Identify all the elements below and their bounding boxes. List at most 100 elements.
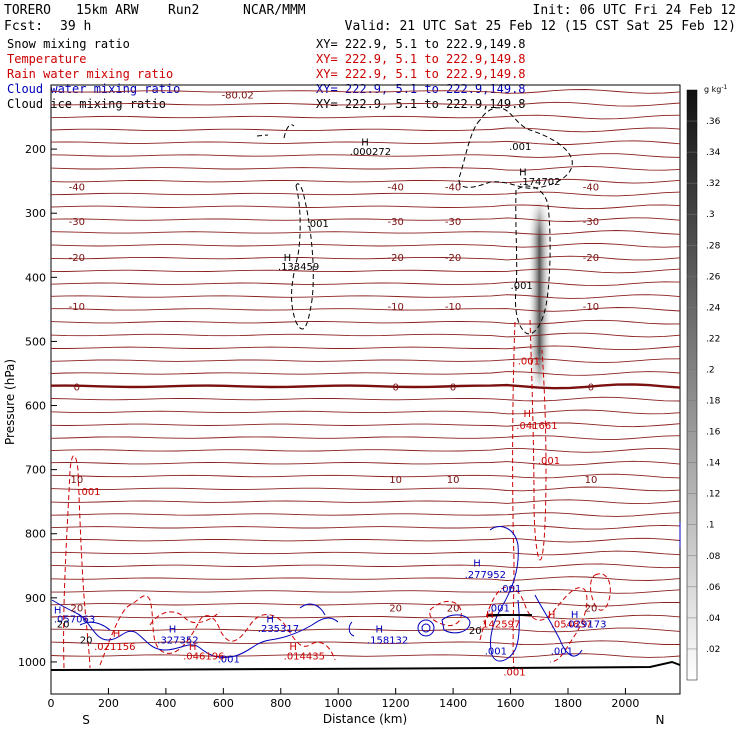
- isotherm-line: [50, 653, 681, 658]
- contour-annotation: .001: [218, 655, 240, 666]
- isotherm-label: -30: [445, 217, 461, 228]
- contour-annotation: H: [548, 610, 556, 621]
- contour-annotation: H: [54, 605, 62, 616]
- colorbar-tick-label: .24: [706, 303, 721, 313]
- contour-annotation: .327352: [157, 636, 198, 647]
- isotherm-line: [50, 640, 680, 646]
- header-init: Init: 06 UTC Fri 24 Feb 12: [533, 3, 737, 18]
- contour-annotation: H: [361, 137, 369, 148]
- isotherm-label: -80.02: [222, 91, 254, 102]
- cloud-water-lower-2: [79, 603, 326, 631]
- colorbar-tick-label: .2: [706, 365, 715, 375]
- y-tick-label: 200: [25, 143, 46, 156]
- x-axis-north-label: N: [656, 713, 665, 727]
- ice-contour-top: [458, 107, 573, 189]
- isotherm-label: 10: [70, 475, 83, 486]
- isotherm-line: [50, 435, 681, 440]
- isotherm-line: [50, 191, 681, 197]
- contour-annotation: H: [189, 642, 197, 653]
- x-tick-label: 1200: [382, 697, 410, 710]
- colorbar-unit-exponent: -1: [721, 84, 727, 91]
- isotherm-label: 0: [588, 382, 594, 393]
- surface-pressure-line: [50, 660, 681, 671]
- isotherm-label: -40: [387, 182, 403, 193]
- contour-annotation: .001: [499, 584, 521, 595]
- cloud-water-lower-1: [51, 599, 339, 659]
- ice-contour-fragment-2: [283, 124, 295, 139]
- isotherm-label: 10: [447, 475, 460, 486]
- y-axis-title: Pressure (hPa): [3, 359, 17, 445]
- cloud-water-contours: [51, 522, 681, 662]
- isotherm-label: -20: [387, 253, 403, 264]
- y-tick-label: 900: [25, 592, 46, 605]
- isotherm-label: 0: [74, 382, 80, 393]
- isotherm-label: -40: [69, 182, 85, 193]
- contour-annotation: .001: [518, 357, 540, 368]
- cloud-water-lower-4: [534, 594, 583, 657]
- isotherm-line: [50, 537, 681, 543]
- contour-annotation: .001: [509, 142, 531, 153]
- isotherm-line: [50, 422, 681, 428]
- colorbar-tick-label: .06: [706, 583, 721, 593]
- x-tick-label: 600: [213, 697, 234, 710]
- rain-contour-lower-1: [99, 595, 336, 666]
- contour-annotation: .235317: [258, 624, 299, 635]
- colorbar-ticks: .02 .04 .06 .08 .1 .12 .14 .16 .18 .2 .22 .24 .26 .28…: [687, 117, 721, 655]
- contour-annotation: .014435: [284, 652, 325, 663]
- isotherm-line: [50, 101, 681, 107]
- isotherm-label: -10: [69, 302, 85, 313]
- contour-annotation: 20: [57, 619, 70, 630]
- header-valid: Valid: 21 UTC Sat 25 Feb 12 (15 CST Sat …: [345, 19, 736, 34]
- header-fcst-value: 39 h: [60, 19, 91, 34]
- isotherm-label: -10: [387, 302, 403, 313]
- isotherm-line: [50, 242, 681, 248]
- colorbar-tick-label: .08: [706, 552, 721, 562]
- header-run: Run2: [168, 3, 199, 18]
- rain-contour-left: [63, 455, 91, 669]
- colorbar-tick-label: .04: [706, 614, 721, 624]
- rain-contour-lower-5: [590, 573, 611, 611]
- isotherm-label: 20: [585, 603, 598, 614]
- colorbar-unit: g kg-1: [704, 84, 728, 94]
- header-model: TORERO: [4, 3, 51, 18]
- colorbar-tick-label: .18: [706, 397, 721, 407]
- x-tick-label: 800: [270, 697, 291, 710]
- rain-contour-column: [512, 319, 547, 669]
- rain-contour-lower-2: [149, 611, 221, 626]
- x-axis: 0 200 400 600 800 1000 1200 1400 1600 1800 2000: [48, 688, 639, 710]
- isotherm-line: [50, 255, 681, 261]
- cloud-water-column: [489, 526, 520, 662]
- ice-contour-left: [291, 183, 314, 330]
- y-tick-label: 600: [25, 400, 46, 413]
- contour-annotation: H: [289, 642, 297, 653]
- contour-annotation: H: [473, 559, 481, 570]
- isotherm-line: [50, 396, 681, 402]
- isotherm-line: [50, 127, 681, 133]
- cloud-water-cell-1: [421, 623, 431, 633]
- isotherm-line: [50, 371, 681, 376]
- y-tick-label: 400: [25, 271, 46, 284]
- colorbar-tick-label: .34: [706, 148, 721, 158]
- isotherm-line: [51, 307, 681, 312]
- field-legend: Snow mixing ratio XY= 222.9, 5.1 to 222.…: [7, 37, 526, 111]
- isotherm-line: [50, 281, 681, 287]
- isotherm-label: -40: [445, 182, 461, 193]
- contour-annotation: .001: [78, 487, 100, 498]
- contour-annotations: -80.02 -40 -40 -40 -40 -30 -30 -30 -30 -20 -20 -20 -…: [54, 91, 607, 679]
- isotherm-label: 0: [392, 382, 398, 393]
- legend-rain-label: Rain water mixing ratio: [7, 67, 173, 81]
- isotherm-line: [50, 165, 681, 171]
- x-tick-label: 2000: [611, 697, 639, 710]
- figure-header: TORERO 15km ARW Run2 NCAR/MMM Init: 06 U…: [4, 3, 736, 34]
- isotherm-line: [50, 332, 681, 338]
- temperature-isotherms: [50, 89, 681, 658]
- ice-contour-fragment-1: [256, 134, 269, 137]
- contour-annotation: H: [376, 625, 384, 636]
- x-tick-label: 1800: [554, 697, 582, 710]
- contour-annotation: .000272: [350, 147, 391, 158]
- isotherm-line: [50, 268, 681, 274]
- isotherm-label: -10: [445, 302, 461, 313]
- contour-annotation: H: [523, 409, 531, 420]
- cloud-water-cell-3: [441, 614, 471, 634]
